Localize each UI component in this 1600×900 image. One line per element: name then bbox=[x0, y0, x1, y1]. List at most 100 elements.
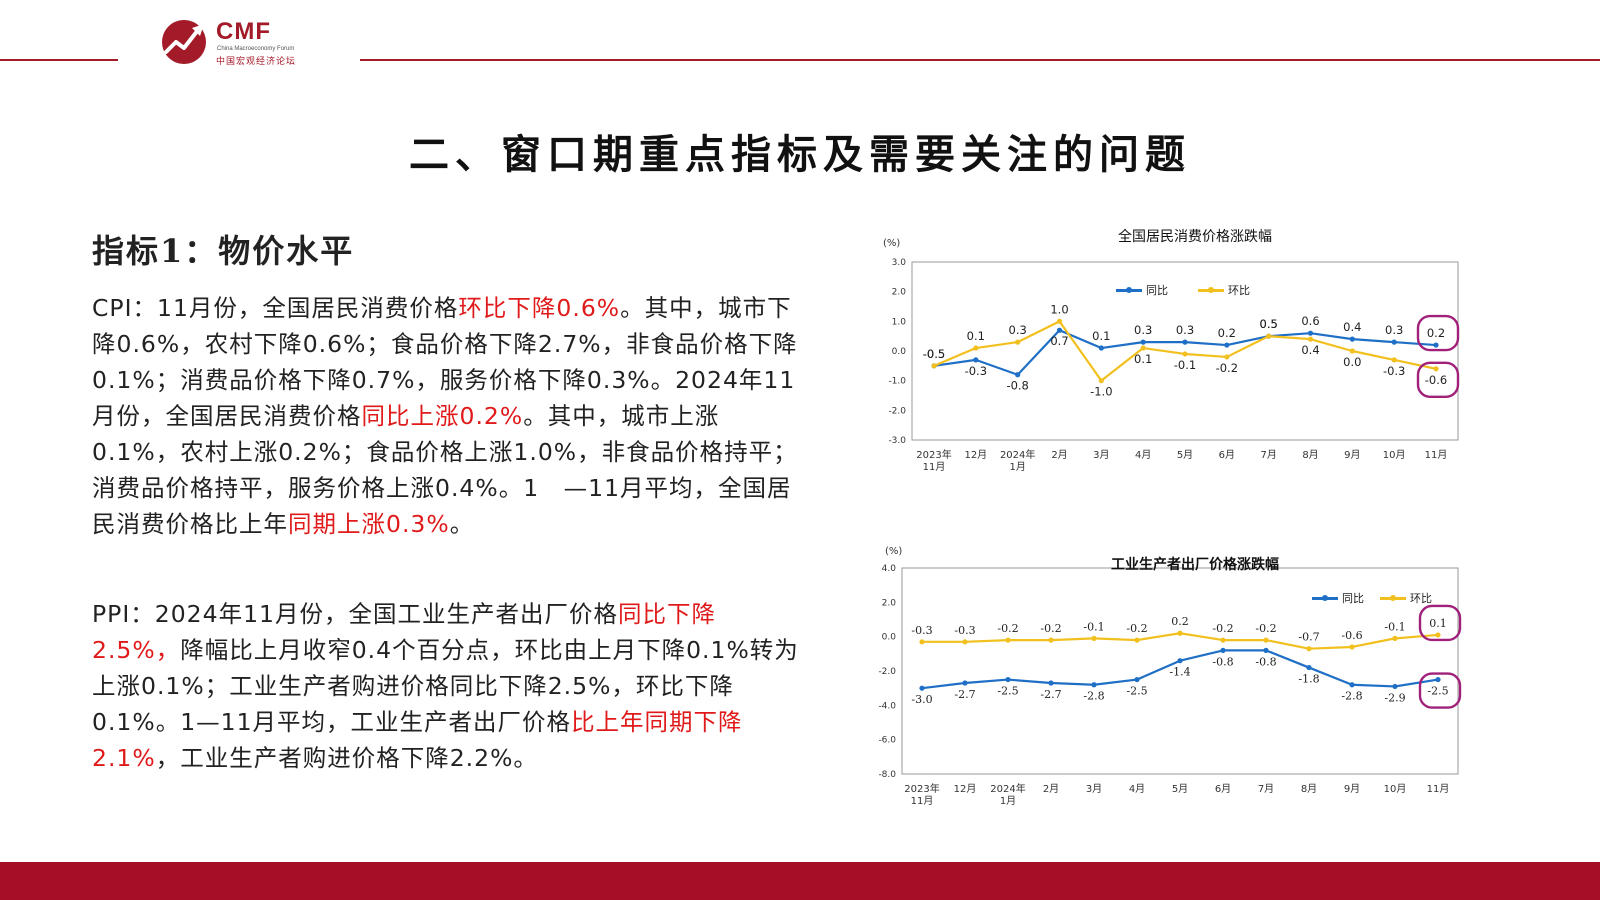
data-point bbox=[973, 345, 979, 351]
plot-frame bbox=[911, 261, 1459, 441]
data-point bbox=[1177, 658, 1183, 664]
data-label: -0.2 bbox=[1255, 622, 1276, 635]
data-label: 0.3 bbox=[1385, 323, 1403, 337]
y-tick-label: 0.0 bbox=[892, 347, 907, 357]
x-tick-label: 4月 bbox=[1129, 783, 1145, 795]
data-label: -0.7 bbox=[1298, 631, 1319, 644]
x-tick-label: 11月 bbox=[923, 461, 946, 473]
data-point bbox=[1220, 647, 1226, 653]
data-label: -0.6 bbox=[1341, 629, 1362, 642]
x-tick-label: 2月 bbox=[1043, 783, 1059, 795]
ppi-legend-mom: 环比 bbox=[1380, 590, 1432, 606]
x-tick-label: 5月 bbox=[1177, 449, 1193, 461]
data-point bbox=[1307, 330, 1314, 336]
data-label: 0.1 bbox=[1429, 617, 1447, 630]
x-tick-label: 3月 bbox=[1086, 783, 1102, 795]
data-point bbox=[962, 680, 968, 686]
data-label: -0.3 bbox=[1383, 364, 1405, 378]
data-label: -0.8 bbox=[1255, 655, 1276, 668]
data-point bbox=[962, 639, 968, 645]
data-label: 0.1 bbox=[1092, 329, 1110, 343]
cmf-logo: CMF China Macroeconomy Forum 中国宏观经济论坛 bbox=[160, 16, 320, 68]
plot-frame bbox=[901, 567, 1459, 775]
data-label: 0.4 bbox=[1301, 343, 1319, 357]
data-point bbox=[1091, 682, 1097, 688]
ppi-paragraph: PPI：2024年11月份，全国工业生产者出厂价格同比下降2.5%，降幅比上月收… bbox=[92, 596, 802, 776]
data-point bbox=[1307, 336, 1314, 342]
data-label: -2.8 bbox=[1083, 690, 1104, 703]
x-tick-label: 3月 bbox=[1093, 449, 1109, 461]
y-tick-label: -3.0 bbox=[888, 436, 906, 446]
y-tick-label: -1.0 bbox=[888, 377, 906, 387]
cpi-chart-unit: (%) bbox=[883, 238, 901, 249]
data-label: 0.2 bbox=[1218, 326, 1236, 340]
data-label: 0.7 bbox=[1050, 334, 1068, 348]
data-label: -0.1 bbox=[1083, 620, 1104, 633]
data-label: -0.3 bbox=[954, 624, 975, 637]
data-point bbox=[1349, 348, 1355, 354]
data-label: -0.1 bbox=[1384, 620, 1405, 633]
data-point bbox=[1306, 664, 1312, 671]
legend-label-yoy: 同比 bbox=[1146, 284, 1168, 297]
data-point bbox=[931, 363, 937, 369]
paragraph-text: CPI：11月份，全国居民消费价格 bbox=[92, 294, 459, 322]
data-point bbox=[1048, 637, 1054, 643]
x-tick-label: 11月 bbox=[1427, 783, 1450, 795]
highlighted-text: 环比下降0.6% bbox=[458, 294, 621, 322]
data-label: 0.4 bbox=[1343, 320, 1361, 334]
data-point bbox=[1220, 637, 1226, 643]
y-tick-label: 1.0 bbox=[892, 317, 907, 327]
header-divider-left bbox=[0, 59, 118, 61]
cpi-legend-yoy: 同比 bbox=[1116, 282, 1168, 298]
data-label: -2.9 bbox=[1384, 691, 1405, 704]
data-label: -0.3 bbox=[965, 364, 987, 378]
x-tick-label: 4月 bbox=[1135, 449, 1151, 461]
cpi-paragraph: CPI：11月份，全国居民消费价格环比下降0.6%。其中，城市下降0.6%，农村… bbox=[92, 290, 802, 542]
slide-title: 二、窗口期重点指标及需要关注的问题 bbox=[409, 131, 1191, 178]
data-point bbox=[1392, 635, 1398, 641]
data-point bbox=[1435, 632, 1441, 638]
legend-swatch-mom bbox=[1198, 286, 1224, 293]
legend-label-mom: 环比 bbox=[1410, 592, 1432, 605]
data-point bbox=[1098, 378, 1104, 384]
x-tick-label: 10月 bbox=[1384, 783, 1407, 795]
data-point bbox=[1266, 333, 1272, 339]
y-tick-label: 2.0 bbox=[892, 288, 907, 298]
data-label: -0.8 bbox=[1212, 655, 1233, 668]
y-tick-label: -2.0 bbox=[888, 406, 906, 416]
logo-brand-en: China Macroeconomy Forum bbox=[217, 46, 295, 52]
paragraph-text: ，工业生产者购进价格下降2.2%。 bbox=[155, 744, 538, 772]
x-tick-label: 12月 bbox=[964, 449, 987, 461]
annotation-circle bbox=[1418, 604, 1462, 642]
data-label: -1.4 bbox=[1169, 666, 1190, 679]
y-tick-label: -2.0 bbox=[878, 667, 896, 677]
data-point bbox=[1433, 366, 1439, 372]
data-point bbox=[1005, 637, 1011, 643]
y-tick-label: -8.0 bbox=[878, 770, 896, 780]
data-point bbox=[1015, 339, 1021, 345]
x-tick-label: 6月 bbox=[1219, 449, 1235, 461]
data-label: -0.2 bbox=[1216, 361, 1238, 375]
data-point bbox=[1005, 676, 1011, 683]
y-tick-label: 3.0 bbox=[892, 258, 907, 268]
x-tick-label: 10月 bbox=[1383, 449, 1406, 461]
logo-emblem-icon bbox=[162, 20, 206, 64]
logo-brand-cn: 中国宏观经济论坛 bbox=[216, 57, 297, 67]
data-label: -2.7 bbox=[1040, 688, 1061, 701]
data-label: -0.5 bbox=[923, 347, 945, 361]
highlighted-text: 同比下降2.5%， bbox=[92, 600, 716, 664]
paragraph-text: 。 bbox=[449, 510, 475, 538]
data-point bbox=[1015, 372, 1021, 378]
data-point bbox=[1056, 327, 1063, 333]
x-tick-label: 1月 bbox=[1000, 795, 1016, 807]
x-tick-label: 2023年 bbox=[916, 448, 951, 461]
y-tick-label: 4.0 bbox=[882, 564, 897, 574]
footer-bar bbox=[0, 862, 1600, 900]
paragraph-text: 。其中，城市下降0.6%，农村下降0.6%；食品价格下降2.7%，非食品价格下降… bbox=[92, 294, 798, 430]
data-label: -2.7 bbox=[954, 688, 975, 701]
data-label: -2.5 bbox=[997, 685, 1018, 698]
data-label: 1.0 bbox=[1050, 302, 1068, 316]
data-label: -0.2 bbox=[1212, 622, 1233, 635]
